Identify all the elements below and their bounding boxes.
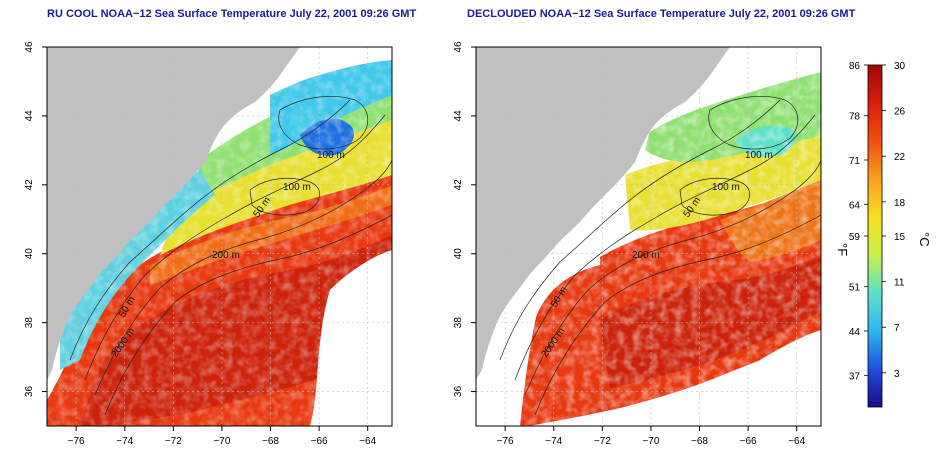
- colorbar: 30 26 22 18 15 11 7 3 86 78 71 64 59 51 44 37 °F °C: [835, 61, 932, 408]
- colorbar-c-tick-label-3: 18: [894, 198, 906, 209]
- right-map-panel: 100 m 100 m 50 m 200 m 50 m 2000 m −76 −7…: [453, 41, 822, 447]
- right-x-tick-label-1: −74: [545, 436, 562, 447]
- left-contour-label-1: 100 m: [317, 150, 345, 161]
- left-x-tick-label-2: −72: [165, 436, 182, 447]
- right-axis-ticks: −76 −74 −72 −70 −68 −66 −64 36 38 40 42 44 46: [453, 41, 806, 447]
- right-y-tick-label-3: 42: [453, 179, 464, 191]
- right-y-tick-label-1: 38: [453, 317, 464, 329]
- right-y-tick-label-4: 44: [453, 110, 464, 122]
- right-x-tick-label-0: −76: [497, 436, 514, 447]
- colorbar-c-tick-label-2: 22: [894, 152, 906, 163]
- right-contour-label-1: 100 m: [745, 150, 773, 161]
- colorbar-f-tick-label-3: 64: [849, 200, 861, 211]
- right-contour-label-4: 200 m: [632, 250, 660, 261]
- right-contour-200m: [524, 159, 821, 396]
- left-x-tick-label-3: −70: [213, 436, 230, 447]
- left-y-tick-label-5: 46: [24, 41, 35, 53]
- colorbar-ticks: 30 26 22 18 15 11 7 3 86 78 71 64 59 51 44 37: [849, 61, 906, 382]
- right-x-tick-label-4: −68: [691, 436, 708, 447]
- colorbar-c-tick-label-4: 15: [894, 232, 906, 243]
- right-contour-100m: [514, 114, 816, 381]
- right-contour-georges: [679, 177, 750, 216]
- left-axis-ticks: −76 −74 −72 −70 −68 −66 −64 36 38 40 42 44 46: [24, 41, 377, 447]
- left-map-frame: [46, 46, 393, 427]
- left-contour-label-4: 200 m: [212, 250, 240, 261]
- right-y-tick-label-5: 46: [453, 41, 464, 53]
- right-x-tick-label-2: −72: [594, 436, 611, 447]
- left-map-content: 100 m 100 m 50 m 200 m 50 m 2000 m: [47, 47, 392, 426]
- colorbar-c-tick-label-1: 26: [894, 107, 906, 118]
- right-contour-2000m: [534, 214, 821, 416]
- left-y-tick-label-0: 36: [24, 386, 35, 398]
- colorbar-f-tick-label-5: 51: [849, 283, 861, 294]
- left-contour-label-2: 100 m: [283, 182, 311, 193]
- left-contour-georges: [249, 177, 320, 216]
- left-land: [47, 47, 300, 380]
- left-gridlines: [47, 47, 392, 426]
- left-contour-100m: [84, 114, 386, 381]
- colorbar-fahrenheit-label: °F: [835, 243, 850, 256]
- right-y-tick-label-2: 40: [453, 248, 464, 260]
- right-gridlines: [476, 47, 821, 426]
- left-x-tick-label-1: −74: [116, 436, 133, 447]
- right-contour-label-2: 100 m: [712, 182, 740, 193]
- left-contour-50m: [69, 99, 351, 361]
- left-panel-title: RU COOL NOAA−12 Sea Surface Temperature …: [47, 8, 417, 20]
- right-x-tick-label-6: −64: [788, 436, 805, 447]
- left-x-tick-label-4: −68: [262, 436, 279, 447]
- colorbar-f-tick-label-0: 86: [849, 61, 861, 72]
- colorbar-f-tick-label-4: 59: [849, 232, 861, 243]
- left-contour-2000m: [104, 214, 392, 416]
- colorbar-gradient: [867, 64, 883, 408]
- left-contour-gulf-maine: [278, 96, 368, 150]
- colorbar-celsius-label: °C: [917, 232, 932, 247]
- colorbar-c-tick-label-6: 7: [894, 323, 900, 334]
- left-x-tick-label-0: −76: [68, 436, 85, 447]
- colorbar-f-tick-label-6: 44: [849, 327, 861, 338]
- left-y-tick-label-1: 38: [24, 317, 35, 329]
- left-x-tick-label-6: −64: [359, 436, 376, 447]
- left-y-tick-label-4: 44: [24, 110, 35, 122]
- right-contour-50m: [499, 99, 781, 361]
- colorbar-f-tick-label-2: 71: [849, 156, 861, 167]
- colorbar-f-tick-label-1: 78: [849, 112, 861, 123]
- colorbar-c-tick-label-5: 11: [894, 278, 905, 289]
- right-x-tick-label-5: −66: [740, 436, 757, 447]
- colorbar-c-tick-label-0: 30: [894, 61, 906, 72]
- left-y-tick-label-3: 42: [24, 179, 35, 191]
- right-y-tick-label-0: 36: [453, 386, 464, 398]
- right-map-content: 100 m 100 m 50 m 200 m 50 m 2000 m: [476, 47, 821, 426]
- right-panel-title: DECLOUDED NOAA−12 Sea Surface Temperatur…: [467, 8, 856, 20]
- colorbar-f-tick-label-7: 37: [849, 371, 861, 382]
- left-contour-200m: [94, 159, 392, 396]
- left-x-tick-label-5: −66: [311, 436, 328, 447]
- left-map-panel: 100 m 100 m 50 m 200 m 50 m 2000 m −76 −7…: [24, 41, 393, 447]
- right-x-tick-label-3: −70: [642, 436, 659, 447]
- right-contour-gulf-maine: [708, 96, 798, 150]
- colorbar-c-tick-label-7: 3: [894, 369, 900, 380]
- right-map-frame: [475, 46, 822, 427]
- right-land: [476, 47, 730, 380]
- left-y-tick-label-2: 40: [24, 248, 35, 260]
